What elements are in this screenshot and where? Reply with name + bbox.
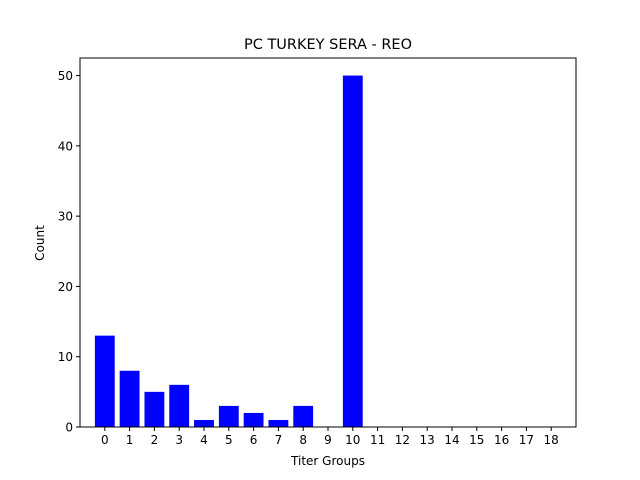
x-tick-label-12: 12 <box>395 433 410 447</box>
x-tick-label-8: 8 <box>299 433 307 447</box>
x-tick-label-3: 3 <box>175 433 183 447</box>
x-tick-label-14: 14 <box>444 433 459 447</box>
y-axis-label: Count <box>33 225 47 261</box>
bar-6 <box>243 412 264 427</box>
bar-10 <box>342 75 363 427</box>
y-tick-label-40: 40 <box>58 139 73 153</box>
y-tick-label-0: 0 <box>65 421 73 435</box>
x-tick-label-7: 7 <box>275 433 283 447</box>
x-tick-label-11: 11 <box>370 433 385 447</box>
bar-3 <box>169 384 190 427</box>
x-tick-label-6: 6 <box>250 433 258 447</box>
bar-1 <box>119 370 140 427</box>
bar-0 <box>94 335 115 427</box>
x-tick-label-18: 18 <box>544 433 559 447</box>
bar-4 <box>194 419 214 427</box>
x-tick-label-13: 13 <box>420 433 435 447</box>
x-tick-label-10: 10 <box>345 433 360 447</box>
x-tick-label-5: 5 <box>225 433 233 447</box>
x-tick-label-15: 15 <box>469 433 484 447</box>
plot-frame <box>79 57 577 428</box>
x-axis-ticks: 0 1 2 3 4 5 6 7 8 9 10 11 12 13 14 15 16 17 18 <box>101 427 559 447</box>
x-tick-label-17: 17 <box>519 433 534 447</box>
y-tick-label-30: 30 <box>58 210 73 224</box>
bar-2 <box>144 391 165 427</box>
bar-8 <box>293 405 314 427</box>
x-tick-label-0: 0 <box>101 433 109 447</box>
bar-5 <box>218 405 239 427</box>
chart-title: PC TURKEY SERA - REO <box>244 37 412 53</box>
x-tick-label-4: 4 <box>200 433 208 447</box>
x-tick-label-2: 2 <box>151 433 159 447</box>
y-tick-label-10: 10 <box>58 350 73 364</box>
x-tick-label-9: 9 <box>324 433 332 447</box>
bars-group <box>94 75 363 427</box>
y-axis-ticks: 0 10 20 30 40 50 <box>58 69 80 435</box>
bar-7 <box>268 419 289 427</box>
y-tick-label-20: 20 <box>58 280 73 294</box>
x-tick-label-16: 16 <box>494 433 509 447</box>
x-tick-label-1: 1 <box>126 433 134 447</box>
x-axis-label: Titer Groups <box>290 454 365 468</box>
y-tick-label-50: 50 <box>58 69 73 83</box>
